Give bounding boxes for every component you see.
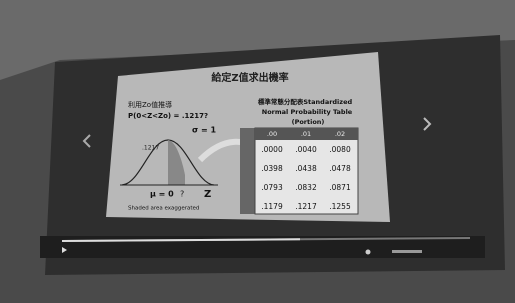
table-cell: .1217 [295,202,317,211]
right-heading-3: (Portion) [292,118,325,126]
right-heading-2: Normal Probability Table [262,108,353,116]
table-cell: .0080 [329,145,351,154]
table-cell: .1179 [261,202,283,211]
z-label: Z [204,189,211,200]
table-cell: .0040 [295,145,317,154]
table-cell: .0438 [295,164,317,173]
table-cell: .0871 [329,183,351,192]
table-cell: .0478 [329,164,351,173]
time-display [392,250,422,253]
table-cell: .0793 [261,183,283,192]
formula: P(0<Z<Zo) = .1217? [128,112,208,120]
table-cell: .0832 [295,183,317,192]
table-cell: .0000 [261,145,283,154]
note: Shaded area exaggerated [128,206,199,212]
table-cell: .0398 [261,164,283,173]
mu-label: μ = 0 [150,190,174,199]
table-header-cell: .02 [335,130,345,138]
table-cell: .1255 [329,202,351,211]
table-header-cell: .00 [267,130,277,138]
right-heading: 標準常態分配表Standardized [258,97,353,106]
photo: 給定Z值求出機率 利用Zo值推導 P(0<Z<Zo) = .1217? σ = … [0,0,515,303]
unknown-label: ? [180,190,184,199]
settings-button[interactable] [366,250,371,255]
left-heading: 利用Zo值推導 [128,100,172,109]
area-label: .1217 [142,145,159,152]
sigma: σ = 1 [192,126,217,135]
table-header-cell: .01 [301,130,311,138]
slide-title: 給定Z值求出機率 [211,71,288,84]
